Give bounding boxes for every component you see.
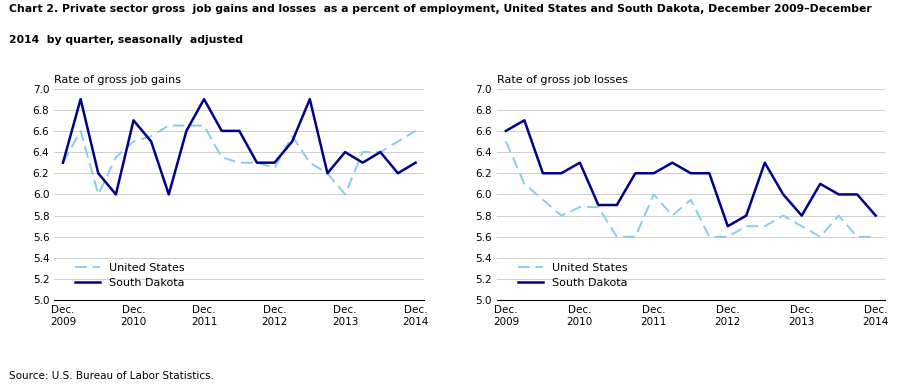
Legend: United States, South Dakota: United States, South Dakota [513, 258, 631, 293]
Text: 2014  by quarter, seasonally  adjusted: 2014 by quarter, seasonally adjusted [9, 35, 243, 45]
Legend: United States, South Dakota: United States, South Dakota [70, 258, 189, 293]
Text: Chart 2. Private sector gross  job gains and losses  as a percent of employment,: Chart 2. Private sector gross job gains … [9, 4, 870, 14]
Text: Rate of gross job losses: Rate of gross job losses [496, 75, 627, 85]
Text: Rate of gross job gains: Rate of gross job gains [54, 75, 181, 85]
Text: Source: U.S. Bureau of Labor Statistics.: Source: U.S. Bureau of Labor Statistics. [9, 371, 214, 381]
